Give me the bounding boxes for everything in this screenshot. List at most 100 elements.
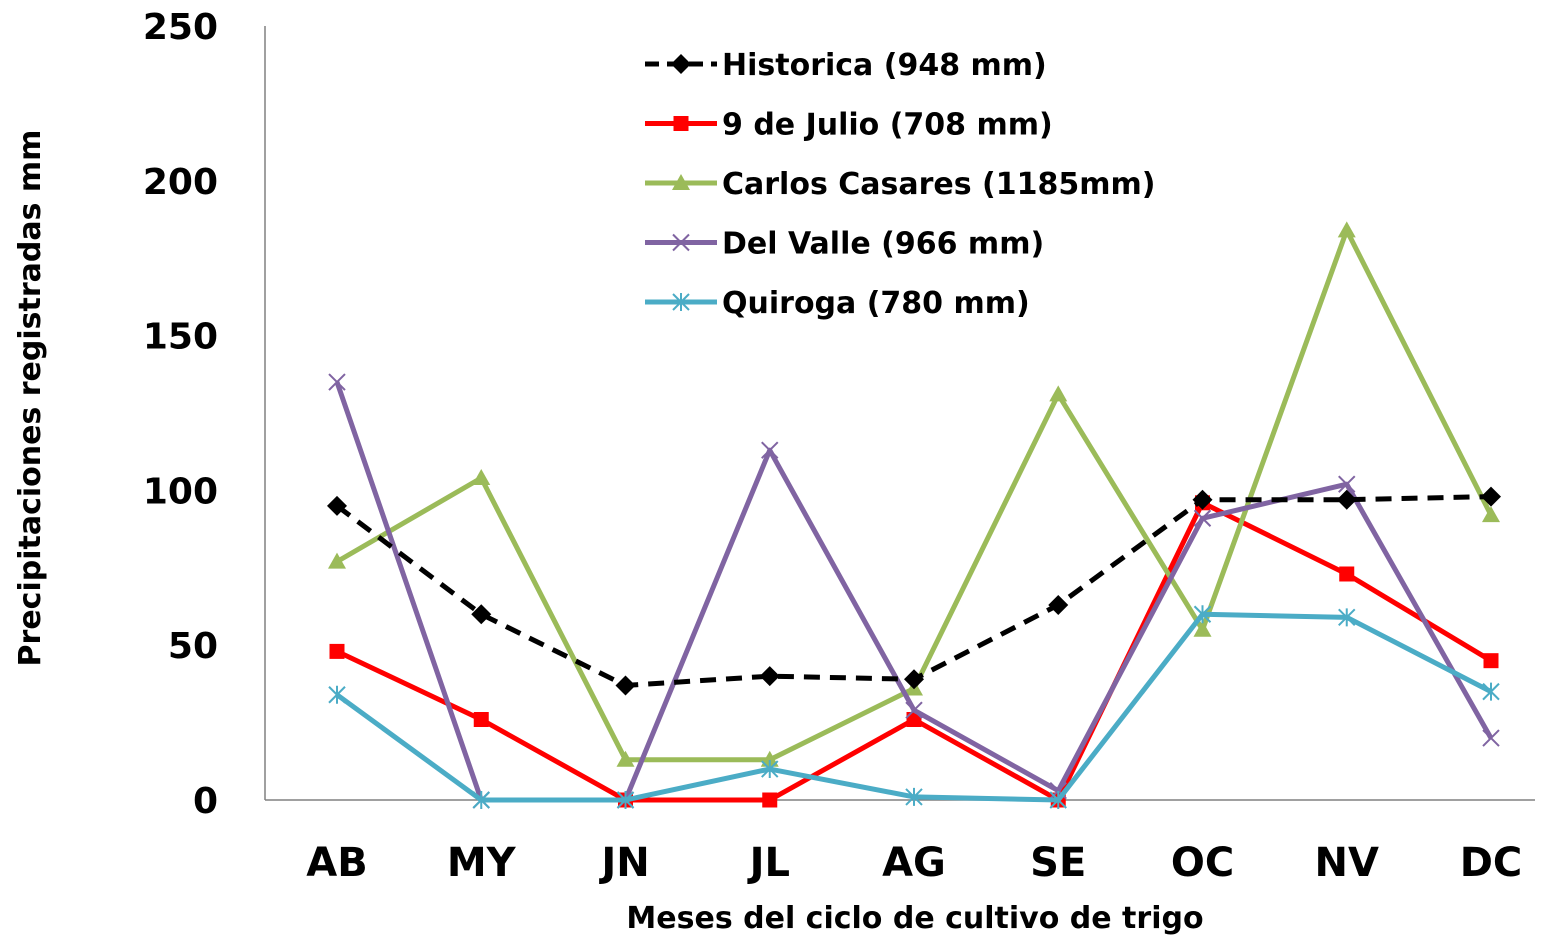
data-point [1483,653,1499,669]
star-marker-icon [1193,605,1212,624]
data-point [1193,620,1212,637]
x-marker-icon [328,373,346,391]
x-tick-label: JL [747,840,790,886]
series-line [335,500,1493,803]
series-1 [329,495,1499,808]
series-3 [328,373,1500,809]
triangle-marker-icon [328,552,346,569]
data-point [329,643,345,659]
data-point [1048,594,1069,615]
data-point [905,787,923,806]
diamond-marker-icon [1048,594,1069,615]
diamond-marker-icon [759,666,780,687]
triangle-marker-icon [1193,620,1212,637]
data-point [328,373,346,391]
data-point [1338,608,1356,627]
legend-entry: Quiroga (780 mm) [645,286,1030,321]
x-tick-label: JN [598,840,649,886]
series-4 [328,605,1500,809]
star-marker-icon [472,791,490,809]
x-marker-icon [1338,475,1356,493]
data-point [1193,509,1212,527]
square-marker-icon [762,792,778,808]
x-marker-icon [761,441,779,459]
triangle-marker-icon [672,174,690,190]
x-marker-icon [905,701,923,719]
data-point [1482,682,1500,701]
triangle-marker-icon [616,750,635,767]
data-point [328,685,346,704]
data-point [1193,605,1212,624]
triangle-marker-icon [1049,385,1068,402]
data-point [904,669,924,690]
legend-marker [672,233,690,252]
series-0 [327,486,1501,696]
y-tick-label: 0 [193,781,218,822]
y-tick-label: 50 [168,626,218,667]
star-marker-icon [761,760,779,779]
data-point [1482,506,1500,523]
x-axis-label: Meses del ciclo de cultivo de trigo [626,901,1203,936]
legend-label: 9 de Julio (708 mm) [722,108,1053,143]
data-point [1338,475,1356,493]
diamond-marker-icon [671,54,691,74]
data-point [1339,566,1355,582]
data-point [759,666,780,687]
diamond-marker-icon [904,669,924,690]
data-point [327,495,347,516]
x-tick-label: SE [1030,840,1086,886]
x-tick-label: DC [1460,840,1523,886]
star-marker-icon [1482,682,1500,701]
star-marker-icon [672,293,690,311]
legend-entry: Historica (948 mm) [645,48,1047,83]
data-point [905,701,923,719]
data-point [906,712,922,728]
x-tick-label: NV [1315,840,1379,886]
y-tick-label: 200 [143,162,218,203]
triangle-marker-icon [760,750,779,767]
legend-entry: Carlos Casares (1185mm) [645,167,1156,202]
data-point [615,675,636,696]
data-point [761,441,779,459]
legend-label: Del Valle (966 mm) [722,227,1044,262]
x-marker-icon [672,233,690,252]
data-point [1049,791,1067,809]
triangle-marker-icon [472,469,491,486]
data-point [328,552,346,569]
y-tick-label: 150 [143,317,218,358]
data-point [471,604,492,625]
y-tick-labels: 0 50 100 150 200 250 [143,7,218,822]
x-tick-labels: AB MY JN JL AG SE OC NV DC [306,840,1522,886]
x-marker-icon [1482,729,1500,747]
x-tick-label: MY [447,840,517,886]
data-point [1482,729,1500,747]
square-marker-icon [473,712,489,728]
data-point [1337,221,1356,238]
triangle-marker-icon [1337,221,1356,238]
y-tick-label: 250 [143,7,218,48]
legend-marker [672,174,690,190]
square-marker-icon [329,643,345,659]
legend-marker [673,116,689,131]
data-point [1336,489,1357,510]
star-marker-icon [905,787,923,806]
data-point [760,750,779,767]
x-marker-icon [1193,509,1212,527]
legend-marker [671,54,691,74]
square-marker-icon [906,712,922,728]
x-tick-label: AG [882,840,946,886]
square-marker-icon [1339,566,1355,582]
legend-label: Historica (948 mm) [722,48,1047,83]
legend-entry: 9 de Julio (708 mm) [645,108,1053,143]
x-tick-label: AB [306,840,367,886]
diamond-marker-icon [1481,486,1501,507]
y-tick-label: 100 [143,471,218,512]
star-marker-icon [328,685,346,704]
data-point [761,760,779,779]
data-point [473,712,489,728]
data-point [1192,489,1213,510]
series-line [335,494,1492,688]
square-marker-icon [673,116,689,131]
data-point [472,469,491,486]
